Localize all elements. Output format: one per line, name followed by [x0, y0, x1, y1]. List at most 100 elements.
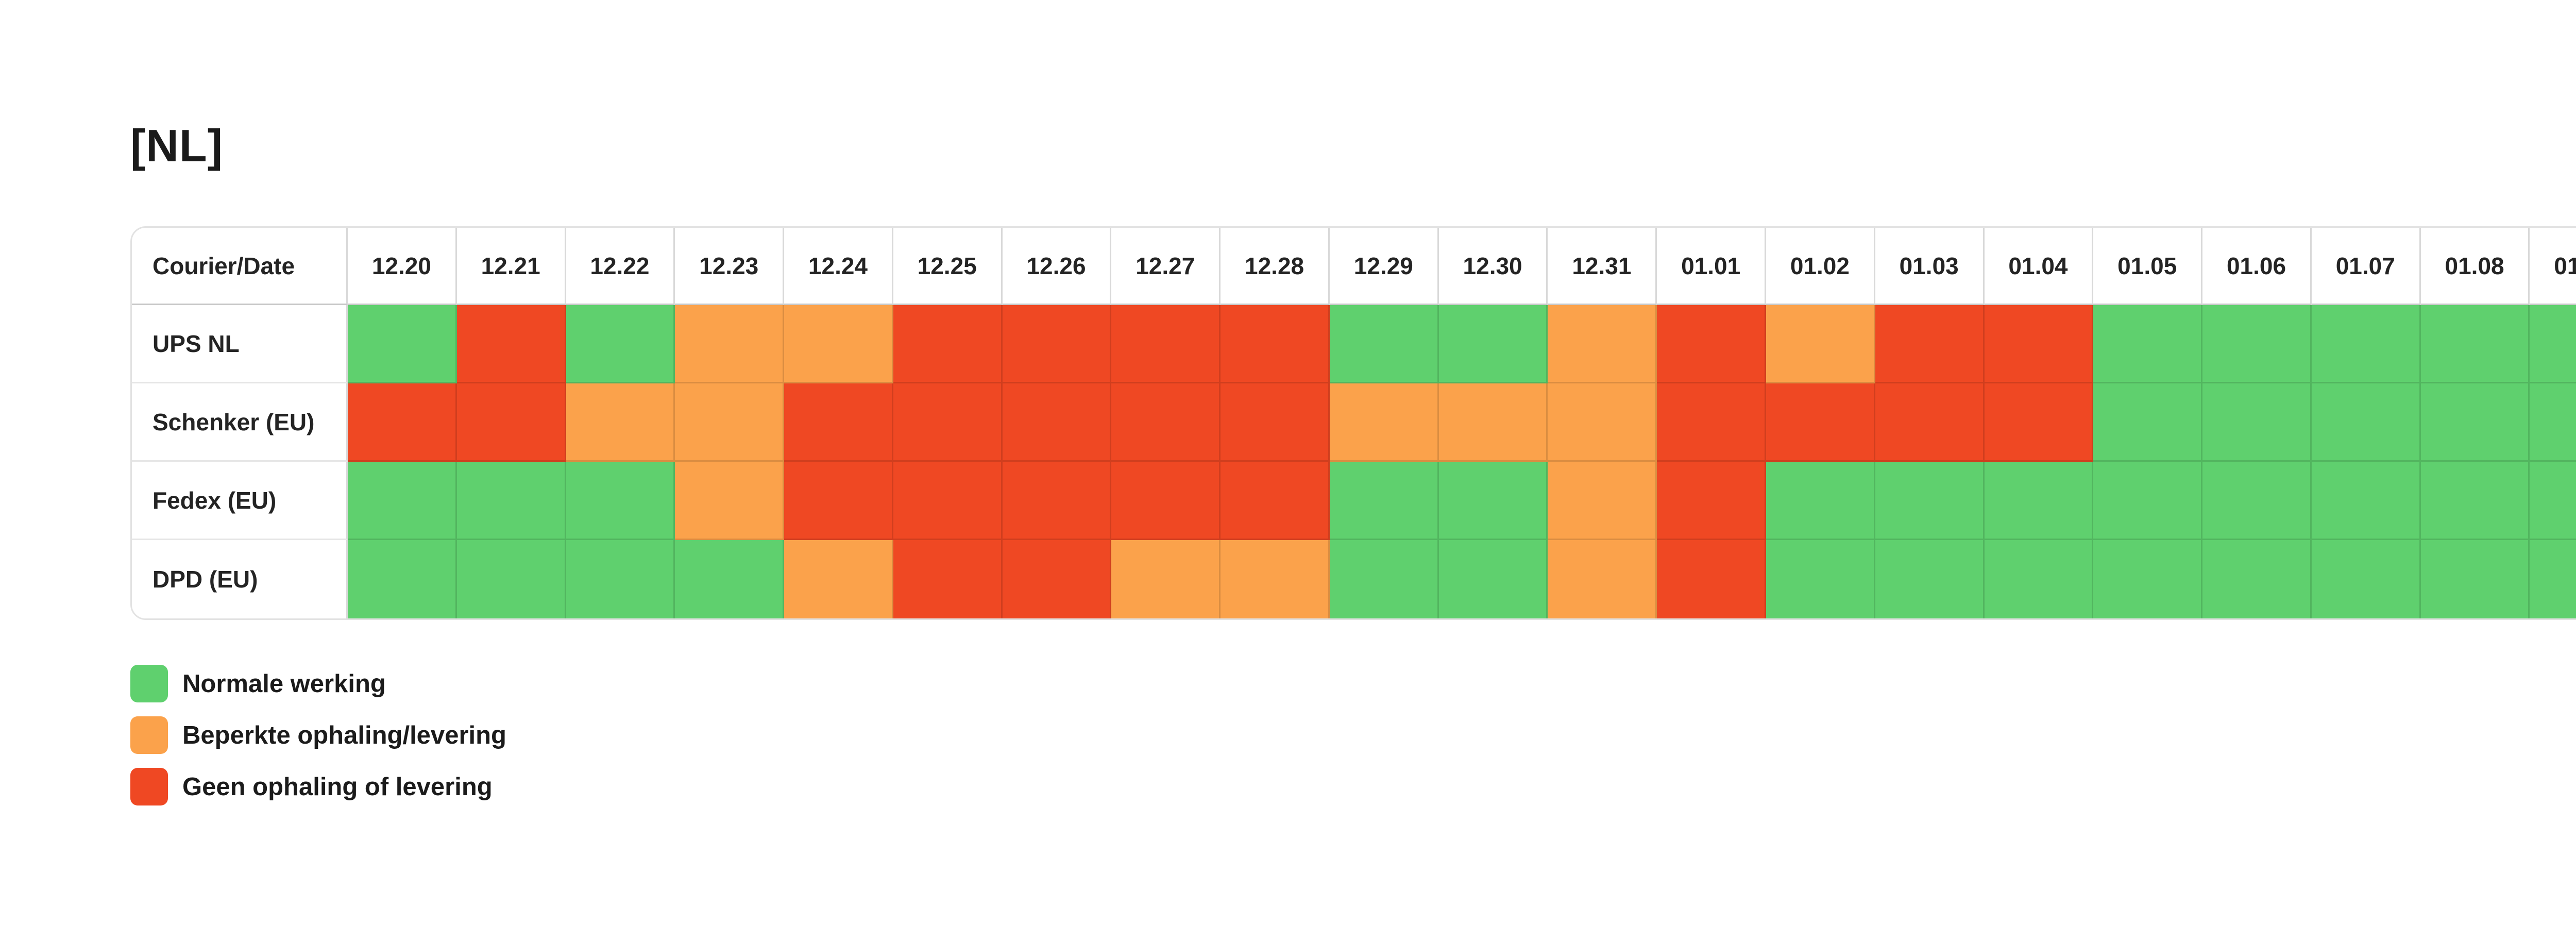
courier-label: UPS NL — [132, 305, 348, 383]
status-cell — [456, 462, 566, 540]
page-title: [NL] — [130, 120, 223, 171]
date-header: 12.24 — [784, 228, 893, 305]
status-cell — [1002, 383, 1112, 462]
date-header: 12.25 — [893, 228, 1003, 305]
status-cell — [1221, 383, 1330, 462]
status-cell — [348, 305, 457, 383]
date-header: 12.31 — [1548, 228, 1657, 305]
date-header: 12.20 — [348, 228, 457, 305]
status-cell — [1221, 305, 1330, 383]
status-cell — [2530, 540, 2576, 618]
date-header: 12.21 — [456, 228, 566, 305]
status-cell — [1438, 305, 1548, 383]
status-cell — [2420, 383, 2530, 462]
status-cell — [348, 462, 457, 540]
status-cell — [1766, 540, 1875, 618]
green-swatch-icon — [130, 665, 168, 702]
date-header: 01.08 — [2420, 228, 2530, 305]
courier-label: Fedex (EU) — [132, 462, 348, 540]
status-cell — [1984, 383, 2094, 462]
status-cell — [2530, 383, 2576, 462]
legend-item: Geen ophaling of levering — [130, 768, 506, 805]
date-header: 01.02 — [1766, 228, 1875, 305]
courier-status-table: Courier/Date 12.20 12.21 12.22 12.23 12.24 12.… — [130, 226, 2576, 620]
status-cell — [893, 383, 1003, 462]
status-cell — [2202, 305, 2312, 383]
status-cell — [1329, 540, 1439, 618]
courier-label: Schenker (EU) — [132, 383, 348, 462]
status-cell — [2311, 540, 2421, 618]
status-cell — [675, 462, 785, 540]
status-cell — [1875, 540, 1985, 618]
date-header: 01.06 — [2202, 228, 2312, 305]
status-cell — [893, 305, 1003, 383]
status-cell — [893, 540, 1003, 618]
status-cell — [1766, 383, 1875, 462]
status-cell — [1875, 383, 1985, 462]
date-header: 01.05 — [2093, 228, 2203, 305]
date-header: 12.28 — [1221, 228, 1330, 305]
status-cell — [2202, 462, 2312, 540]
status-cell — [784, 540, 893, 618]
status-cell — [2420, 305, 2530, 383]
date-header: 12.27 — [1111, 228, 1221, 305]
courier-label: DPD (EU) — [132, 540, 348, 618]
status-cell — [784, 383, 893, 462]
status-cell — [2202, 540, 2312, 618]
status-cell — [1438, 462, 1548, 540]
status-cell — [1548, 462, 1657, 540]
status-cell — [1111, 462, 1221, 540]
status-cell — [2093, 383, 2203, 462]
legend-label: Beperkte ophaling/levering — [182, 721, 506, 749]
status-cell — [675, 383, 785, 462]
status-cell — [2311, 305, 2421, 383]
status-cell — [1657, 540, 1767, 618]
status-cell — [2530, 462, 2576, 540]
status-cell — [784, 305, 893, 383]
status-cell — [2202, 383, 2312, 462]
status-cell — [2093, 540, 2203, 618]
status-cell — [1875, 305, 1985, 383]
status-cell — [348, 383, 457, 462]
date-header: 12.30 — [1438, 228, 1548, 305]
status-cell — [1438, 383, 1548, 462]
status-cell — [456, 305, 566, 383]
status-cell — [1984, 305, 2094, 383]
corner-header: Courier/Date — [132, 228, 348, 305]
legend-item: Beperkte ophaling/levering — [130, 716, 506, 754]
date-header: 01.04 — [1984, 228, 2094, 305]
status-cell — [566, 305, 675, 383]
legend: Normale werking Beperkte ophaling/leverin… — [130, 665, 506, 805]
status-cell — [675, 305, 785, 383]
status-cell — [893, 462, 1003, 540]
status-cell — [1657, 383, 1767, 462]
status-cell — [1221, 540, 1330, 618]
status-cell — [2093, 462, 2203, 540]
status-cell — [456, 540, 566, 618]
orange-swatch-icon — [130, 716, 168, 754]
status-cell — [2093, 305, 2203, 383]
date-header: 01.01 — [1657, 228, 1767, 305]
status-cell — [1111, 305, 1221, 383]
legend-label: Normale werking — [182, 669, 386, 698]
status-cell — [784, 462, 893, 540]
status-cell — [2530, 305, 2576, 383]
status-cell — [1766, 305, 1875, 383]
date-header: 01.09 — [2530, 228, 2576, 305]
status-cell — [1329, 462, 1439, 540]
status-cell — [1984, 462, 2094, 540]
date-header: 01.03 — [1875, 228, 1985, 305]
status-cell — [1111, 383, 1221, 462]
date-header: 12.29 — [1329, 228, 1439, 305]
date-header: 01.07 — [2311, 228, 2421, 305]
legend-item: Normale werking — [130, 665, 506, 702]
status-cell — [1984, 540, 2094, 618]
legend-label: Geen ophaling of levering — [182, 773, 493, 801]
red-swatch-icon — [130, 768, 168, 805]
status-cell — [1548, 540, 1657, 618]
status-cell — [2311, 383, 2421, 462]
status-cell — [456, 383, 566, 462]
status-cell — [566, 462, 675, 540]
status-cell — [1657, 462, 1767, 540]
